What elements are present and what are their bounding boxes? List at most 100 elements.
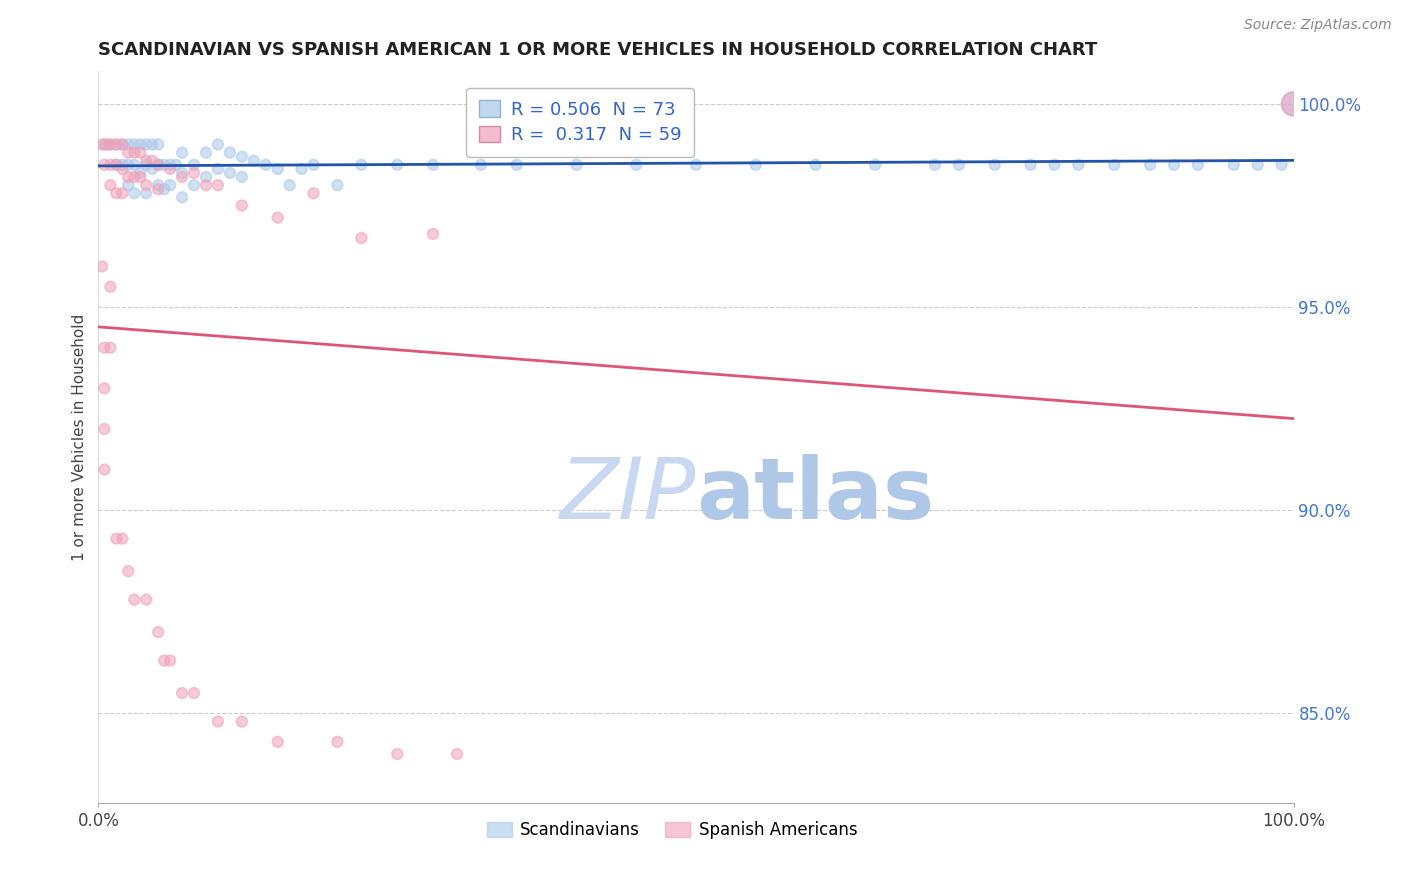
Point [183,166,205,180]
Point [506,158,529,172]
Point [745,158,768,172]
Point [117,178,139,193]
Point [1139,158,1161,172]
Point [565,158,588,172]
Point [124,169,146,184]
Point [105,158,128,172]
Point [1223,158,1246,172]
Point [159,654,181,668]
Point [111,137,134,152]
Point [135,153,157,168]
Point [219,166,242,180]
Point [93,381,115,395]
Point [124,186,146,201]
Point [219,145,242,160]
Point [98,137,122,152]
Point [98,279,122,293]
Point [93,137,115,152]
Point [129,169,152,184]
Point [626,158,648,172]
Point [1187,158,1209,172]
Point [804,158,827,172]
Point [135,158,157,172]
Point [267,735,290,749]
Point [93,341,115,355]
Point [1163,158,1185,172]
Point [1282,96,1305,111]
Point [111,137,134,152]
Point [1271,158,1294,172]
Point [141,137,163,152]
Point [984,158,1007,172]
Point [1043,158,1066,172]
Point [111,186,134,201]
Point [124,158,146,172]
Point [385,158,409,172]
Point [111,158,134,172]
Point [129,137,152,152]
Text: SCANDINAVIAN VS SPANISH AMERICAN 1 OR MORE VEHICLES IN HOUSEHOLD CORRELATION CHA: SCANDINAVIAN VS SPANISH AMERICAN 1 OR MO… [98,41,1098,59]
Point [195,145,218,160]
Text: ZIP: ZIP [560,454,696,537]
Point [98,341,122,355]
Point [302,158,325,172]
Point [924,158,946,172]
Point [148,625,170,640]
Point [117,158,139,172]
Point [172,169,194,184]
Point [153,182,176,196]
Point [105,532,128,546]
Point [172,686,194,700]
Point [105,186,128,201]
Point [91,260,114,274]
Point [207,178,229,193]
Point [207,137,229,152]
Point [326,735,349,749]
Point [93,462,115,476]
Point [172,145,194,160]
Point [1282,96,1305,111]
Point [302,186,325,201]
Point [124,145,146,160]
Point [254,158,277,172]
Point [948,158,970,172]
Point [267,161,290,176]
Point [117,564,139,578]
Point [105,158,128,172]
Point [1019,158,1042,172]
Point [422,158,444,172]
Point [267,211,290,225]
Point [135,137,157,152]
Point [105,137,128,152]
Point [385,747,409,761]
Point [350,231,373,245]
Point [231,198,253,212]
Point [172,190,194,204]
Point [141,161,163,176]
Point [117,137,139,152]
Point [159,158,181,172]
Point [117,169,139,184]
Point [98,158,122,172]
Point [129,166,152,180]
Y-axis label: 1 or more Vehicles in Household: 1 or more Vehicles in Household [72,313,87,561]
Point [183,158,205,172]
Point [685,158,707,172]
Text: Source: ZipAtlas.com: Source: ZipAtlas.com [1244,18,1392,32]
Point [446,747,468,761]
Point [231,150,253,164]
Point [195,178,218,193]
Point [1247,158,1270,172]
Point [93,422,115,436]
Point [111,161,134,176]
Point [865,158,887,172]
Point [278,178,301,193]
Point [96,137,118,152]
Point [159,178,181,193]
Point [135,178,157,193]
Point [141,153,163,168]
Point [231,169,253,184]
Point [1067,158,1090,172]
Point [135,592,157,607]
Point [153,654,176,668]
